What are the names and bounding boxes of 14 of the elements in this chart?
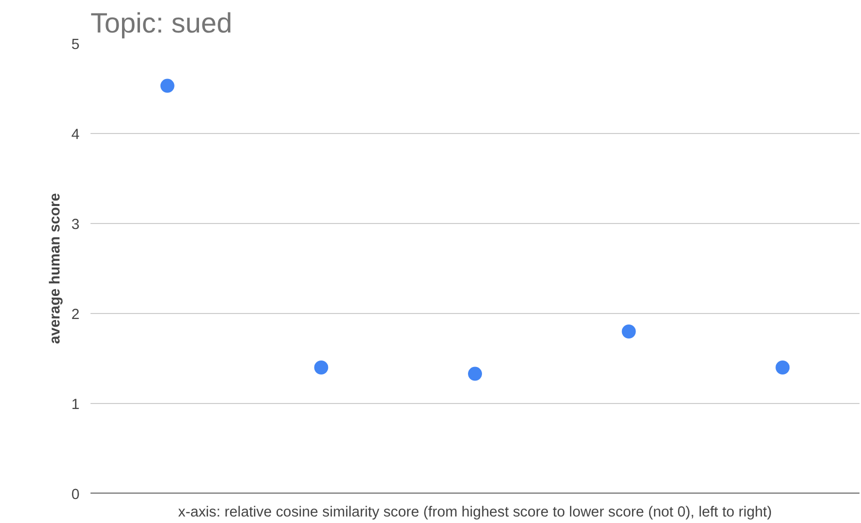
point bbox=[622, 324, 636, 338]
y-tick-label: 4 bbox=[71, 127, 80, 143]
y-axis-title: average human score bbox=[47, 193, 64, 344]
y-tick-label: 2 bbox=[71, 307, 80, 323]
y-tick-label: 1 bbox=[71, 397, 80, 413]
y-tick-label: 0 bbox=[71, 487, 80, 503]
y-tick-label: 5 bbox=[71, 37, 80, 53]
point bbox=[160, 78, 174, 93]
x-axis-title: x-axis: relative cosine similarity score (from highest score to lower score (not 0), left to right) bbox=[178, 504, 772, 520]
chart-title: Topic: sued bbox=[90, 8, 232, 38]
y-tick-label: 3 bbox=[71, 217, 80, 233]
point bbox=[468, 366, 482, 381]
point bbox=[776, 360, 790, 374]
point bbox=[314, 360, 328, 374]
